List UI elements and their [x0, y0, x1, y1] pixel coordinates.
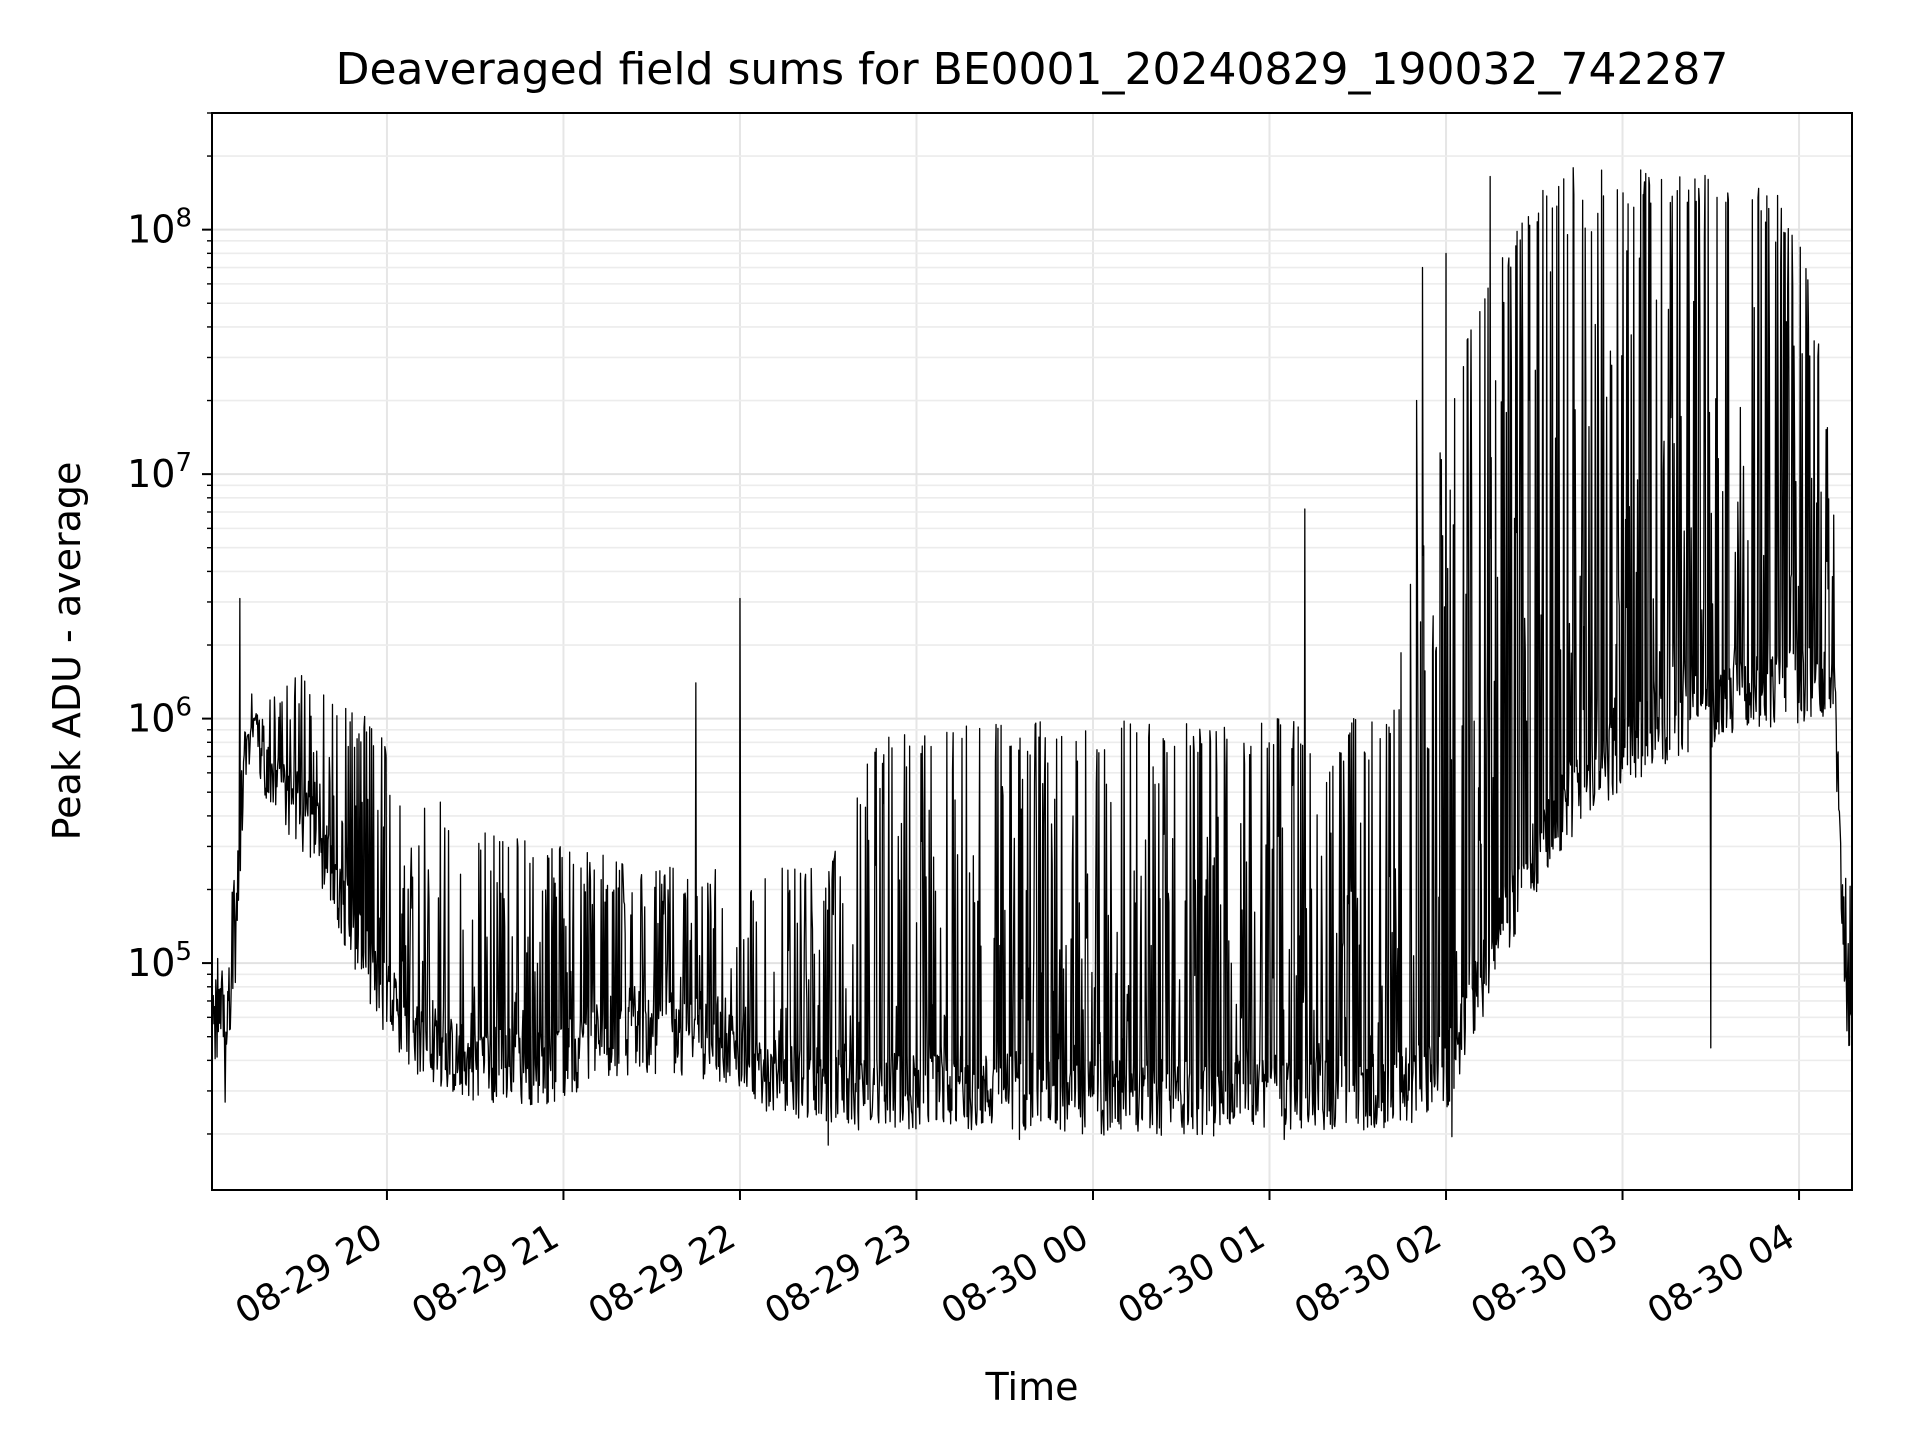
- data-series: [212, 167, 1852, 1146]
- y-axis-label: Peak ADU - average: [45, 462, 89, 841]
- plot-frame: [211, 112, 1853, 1191]
- y-tick-label: 107: [127, 448, 192, 496]
- y-tick-label: 105: [127, 937, 192, 985]
- series-line: [212, 167, 1852, 1146]
- grid: [212, 112, 1852, 1190]
- y-tick-label: 106: [127, 693, 192, 741]
- chart-title: Deaveraged field sums for BE0001_2024082…: [336, 44, 1729, 95]
- y-tick-label: 108: [127, 204, 192, 252]
- y-axis: 105 106 107 108: [127, 112, 212, 1135]
- x-axis-label: Time: [985, 1365, 1079, 1409]
